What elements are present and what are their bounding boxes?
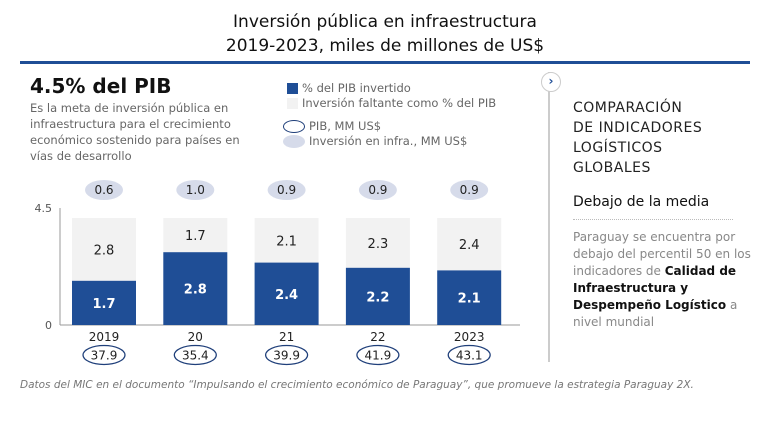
legend-missing: Inversión faltante como % del PIB [287,96,496,110]
sidebar-text: Paraguay se encuentra por debajo del per… [573,230,751,329]
bar-invested [437,270,502,325]
infra-label: 0.9 [460,183,479,197]
headline: 4.5% del PIB [30,74,172,98]
chart-title: Inversión pública en infraestructura 2019… [225,12,545,56]
bar-label-invested: 1.7 [92,297,115,312]
legend-swatch [287,97,298,109]
infra-bubble [85,180,123,200]
x-tick-label: 22 [370,330,385,344]
infra-label: 0.9 [368,183,387,197]
legend-swatch [287,82,298,94]
gdp-label: 39.9 [273,349,300,363]
bar-invested [254,262,319,325]
legend-swatch [283,119,305,133]
gdp-ellipse [356,344,400,366]
sidebar-subtitle: Debajo de la media [573,194,710,210]
y-tick-label: 4.5 [35,202,53,215]
bar-missing [345,218,410,268]
bar-missing [254,218,319,263]
bar-missing [437,218,502,271]
gdp-ellipse [447,344,491,366]
infra-bubble [450,180,489,200]
infra-bubble [176,180,215,200]
sidebar-line [548,72,550,362]
description: Es la meta de inversión pública en infra… [30,101,240,163]
gdp-label: 41.9 [365,349,392,363]
bar-missing [163,218,228,253]
bar-label-missing: 2.8 [94,243,115,258]
title-rule [20,61,750,64]
y-tick-label: 0 [45,319,52,332]
bar-invested [345,267,410,325]
bar-label-invested: 2.1 [458,292,481,307]
x-tick-label: 21 [279,330,294,344]
gdp-ellipse [264,344,309,366]
gdp-label: 43.1 [456,349,483,363]
gdp-label: 35.4 [182,349,209,363]
footnote: Datos del MIC en el documento “Impulsand… [20,379,694,391]
legend-infra: Inversión en infra., MM US$ [283,134,467,148]
gdp-label: 37.9 [91,349,118,363]
bar-label-missing: 2.1 [276,234,297,249]
bar-chart: 0 4.5 1.7 2.8 0.6 2019 37.9 2.8 1.7 1.0 20 35.4 2.4 2… [35,180,520,366]
x-tick-label: 2019 [89,330,120,344]
bar-invested [72,280,136,325]
gdp-ellipse [173,344,217,366]
infra-label: 0.9 [277,183,296,197]
bar-missing [72,218,136,281]
infra-bubble [267,180,306,200]
legend-swatch [283,134,305,148]
bar-label-missing: 1.7 [185,229,206,244]
bar-label-missing: 2.4 [459,238,480,253]
x-tick-label: 2023 [454,330,485,344]
x-tick-label: 20 [188,330,203,344]
divider [573,219,733,220]
bar-invested [163,252,228,325]
bar-label-missing: 2.3 [368,237,389,252]
chevron-right-icon[interactable]: › [541,72,561,92]
gdp-ellipse [82,344,126,366]
sidebar-title: COMPARACIÓN DE INDICADORES LOGÍSTICOS GLOBA… [573,100,703,176]
infra-bubble [358,180,397,200]
bar-label-invested: 2.8 [184,283,207,298]
legend-invested: % del PIB invertido [287,81,411,95]
infra-label: 1.0 [186,183,205,197]
legend-gdp: PIB, MM US$ [283,119,381,133]
bar-label-invested: 2.4 [275,288,298,303]
bar-label-invested: 2.2 [366,290,389,305]
infra-label: 0.6 [94,183,113,197]
